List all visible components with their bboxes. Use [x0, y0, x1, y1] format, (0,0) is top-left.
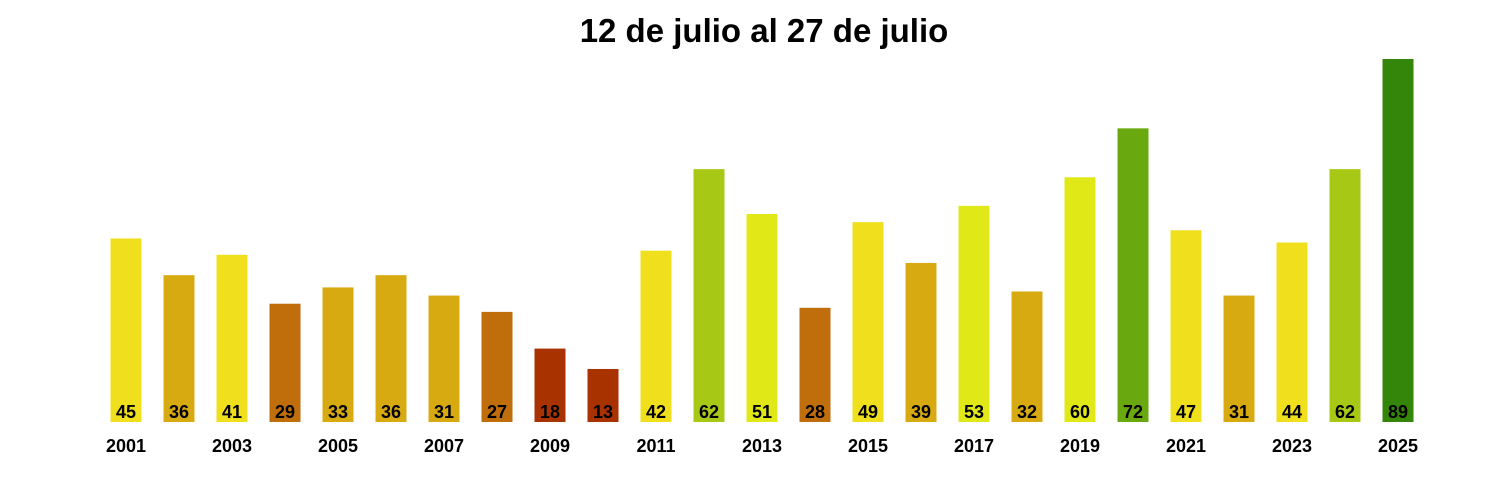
bar-2011: [640, 250, 672, 422]
bar-2023: [1276, 242, 1308, 422]
bar-2006: [375, 275, 407, 422]
bar-2013: [746, 213, 778, 422]
value-label-2024: 62: [1335, 402, 1355, 422]
bar-2009: [534, 348, 566, 422]
bar-2014: [799, 307, 831, 422]
value-label-2018: 32: [1017, 402, 1037, 422]
x-tick-label-2005: 2005: [318, 436, 358, 456]
x-tick-label-2013: 2013: [742, 436, 782, 456]
value-label-2003: 41: [222, 402, 242, 422]
value-label-2002: 36: [169, 402, 189, 422]
bar-2017: [958, 205, 990, 422]
x-tick-label-2003: 2003: [212, 436, 252, 456]
bar-2002: [163, 275, 195, 422]
value-label-2021: 47: [1176, 402, 1196, 422]
bar-2007: [428, 295, 460, 422]
value-label-2012: 62: [699, 402, 719, 422]
value-label-2019: 60: [1070, 402, 1090, 422]
x-tick-label-2023: 2023: [1272, 436, 1312, 456]
value-label-2006: 36: [381, 402, 401, 422]
value-labels-layer: 45 36 41 29 33 36 31 27 18 13 42 62 51 28 49 39 53 32 60 72…: [116, 402, 1408, 422]
bar-2022: [1223, 295, 1255, 422]
x-tick-label-2021: 2021: [1166, 436, 1206, 456]
bar-2016: [905, 262, 937, 422]
bar-2019: [1064, 177, 1096, 422]
value-label-2009: 18: [540, 402, 560, 422]
x-axis-ticks: 2001 2003 2005 2007 2009 2011 2013 2015 2017 2019…: [106, 436, 1418, 456]
value-label-2017: 53: [964, 402, 984, 422]
x-tick-label-2025: 2025: [1378, 436, 1418, 456]
bar-2012: [693, 169, 725, 422]
bar-2021: [1170, 230, 1202, 422]
value-label-2011: 42: [646, 402, 666, 422]
value-label-2001: 45: [116, 402, 136, 422]
value-label-2025: 89: [1388, 402, 1408, 422]
value-label-2020: 72: [1123, 402, 1143, 422]
bar-2020: [1117, 128, 1149, 422]
bar-2025: [1382, 59, 1414, 422]
bar-2018: [1011, 291, 1043, 422]
x-tick-label-2001: 2001: [106, 436, 146, 456]
value-label-2023: 44: [1282, 402, 1302, 422]
chart-title: 12 de julio al 27 de julio: [579, 12, 949, 49]
value-label-2022: 31: [1229, 402, 1249, 422]
value-label-2014: 28: [805, 402, 825, 422]
bars-layer: [110, 59, 1414, 422]
x-tick-label-2019: 2019: [1060, 436, 1100, 456]
bar-2005: [322, 287, 354, 422]
x-tick-label-2007: 2007: [424, 436, 464, 456]
bar-2004: [269, 303, 301, 422]
bar-2010: [587, 368, 619, 422]
value-label-2015: 49: [858, 402, 878, 422]
value-label-2013: 51: [752, 402, 772, 422]
value-label-2008: 27: [487, 402, 507, 422]
value-label-2016: 39: [911, 402, 931, 422]
bar-2015: [852, 222, 884, 422]
x-tick-label-2017: 2017: [954, 436, 994, 456]
bar-2003: [216, 254, 248, 422]
x-tick-label-2009: 2009: [530, 436, 570, 456]
value-label-2010: 13: [593, 402, 613, 422]
value-label-2005: 33: [328, 402, 348, 422]
x-tick-label-2011: 2011: [636, 436, 675, 456]
bar-2024: [1329, 169, 1361, 422]
bar-2001: [110, 238, 142, 422]
value-label-2007: 31: [434, 402, 454, 422]
bar-2008: [481, 311, 513, 422]
value-label-2004: 29: [275, 402, 295, 422]
x-tick-label-2015: 2015: [848, 436, 888, 456]
